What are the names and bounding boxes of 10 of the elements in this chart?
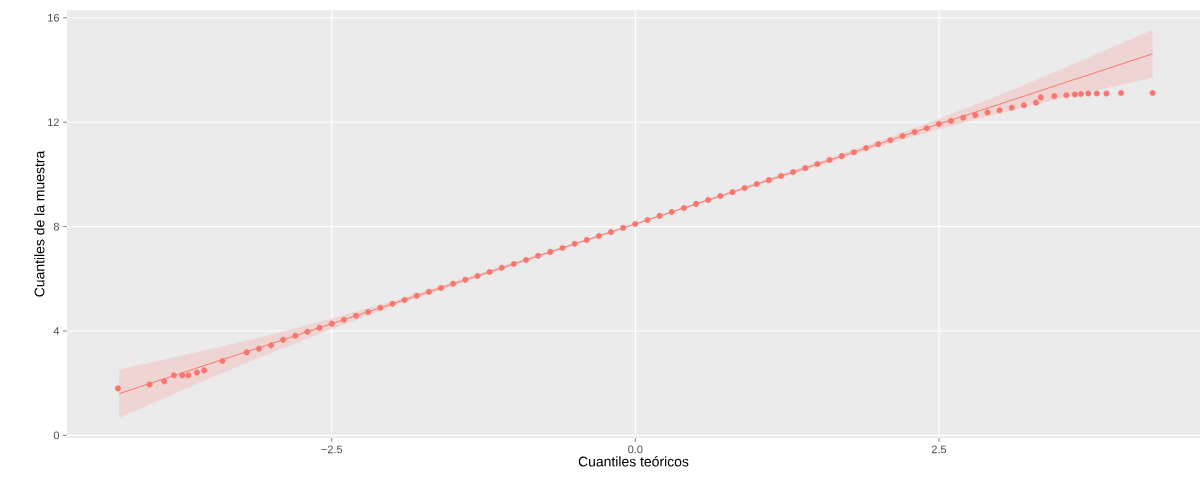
x-tick-label: 2.5: [931, 445, 947, 454]
y-axis-title: Cuantiles de la muestra: [34, 150, 45, 297]
y-tick-label: 8: [53, 222, 60, 231]
x-tick-label: 0.0: [628, 445, 643, 454]
y-tick-label: 4: [53, 327, 60, 335]
y-tick-label: 16: [48, 13, 59, 22]
x-axis-title: Cuantiles teóricos: [578, 456, 689, 467]
x-tick-label: −2.5: [321, 445, 343, 454]
y-tick-label: 12: [48, 118, 59, 127]
y-tick-label: 0: [53, 431, 60, 440]
